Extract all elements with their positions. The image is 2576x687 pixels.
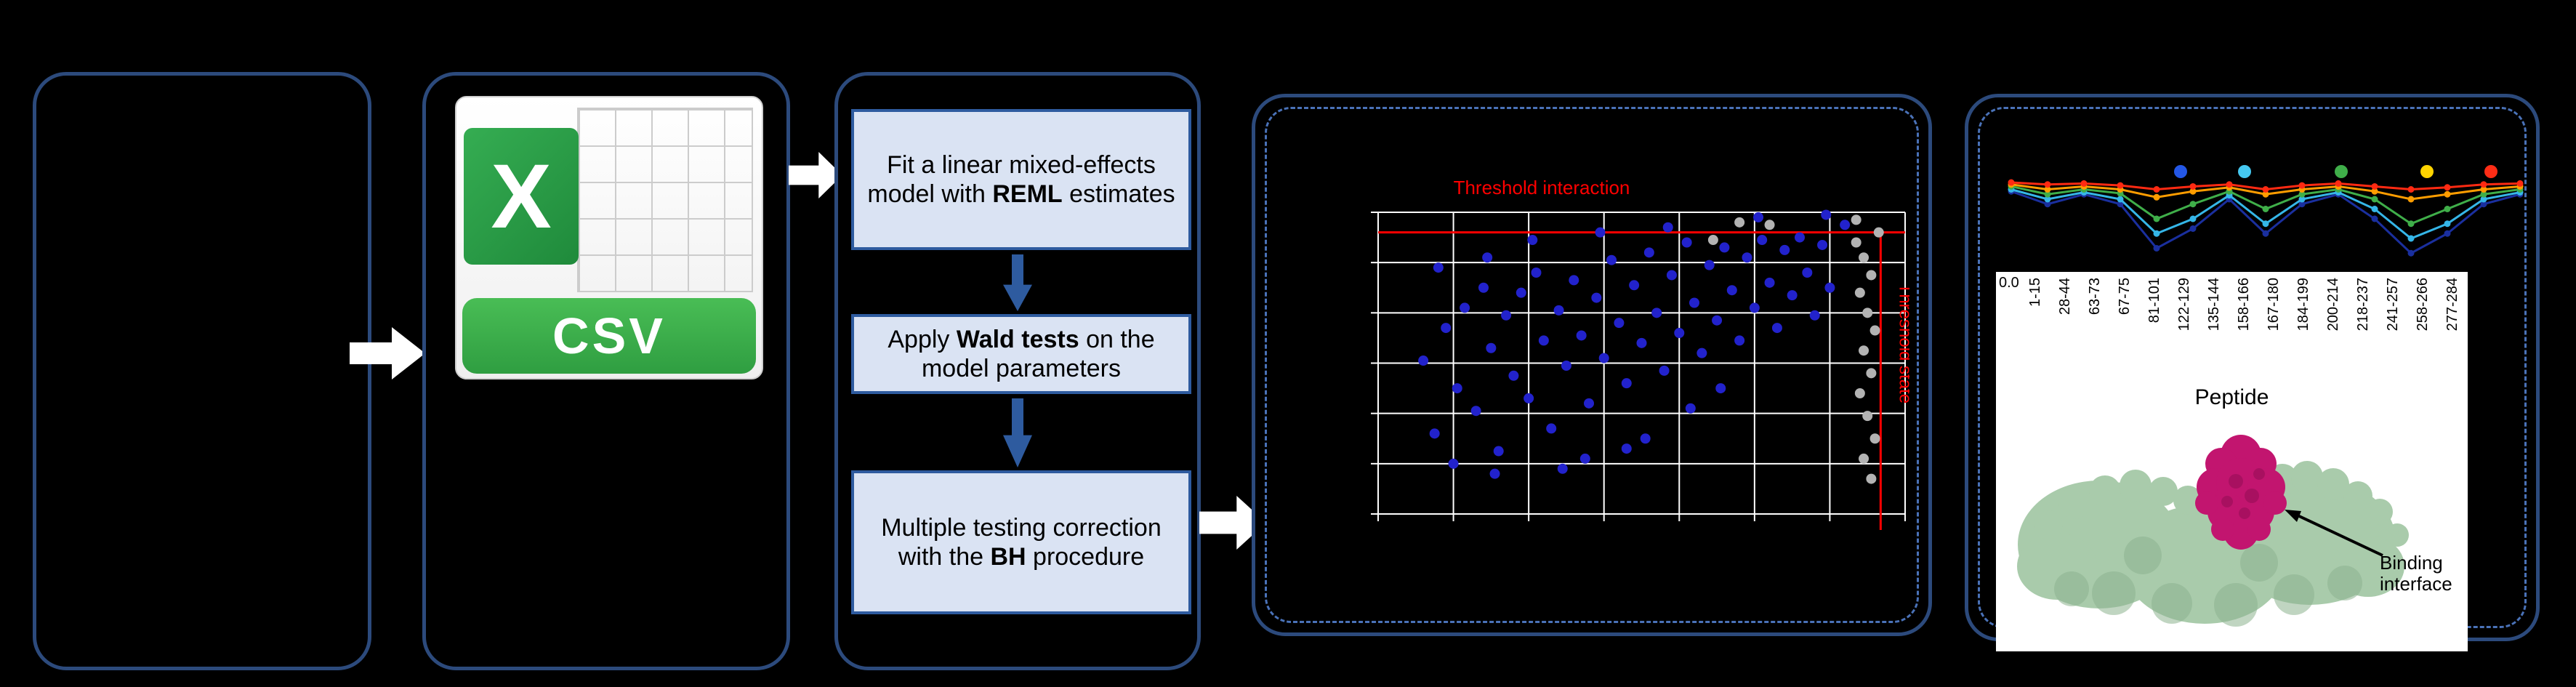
x-axis-title: Peptide [2194,385,2269,409]
flow-arrow-right-icon [350,327,425,379]
peptide-tick-label: 63-73 [2086,278,2103,316]
peptide-tick-label: 1-15 [2026,278,2043,308]
step-text-bold: BH [990,543,1026,571]
svg-text:Threshold state: Threshold state [1895,284,1909,403]
step-reml-model: Fit a linear mixed-effects model with RE… [851,109,1191,250]
peptide-tick-label: 218-237 [2354,278,2371,332]
step-text: Fit a linear mixed-effects model with [867,150,1156,208]
spreadsheet-grid-icon [577,108,753,292]
steps-panel: Fit a linear mixed-effects model with RE… [834,72,1201,670]
protein-structure [2017,435,2409,627]
flow-arrow-down-icon [1003,398,1032,467]
peptide-tick-label: 158-166 [2235,278,2252,332]
flow-arrow-down-icon [1003,254,1032,311]
peptide-tick-label: 81-101 [2146,278,2162,324]
peptide-tick-labels: 1-15 28-44 63-73 67-75 81-101 122-129 135-144 1… [2020,278,2467,390]
step-wald-tests: Apply Wald tests on the model parameters [851,314,1191,394]
csv-panel: X CSV [422,72,790,670]
y-axis-tick-label: 0.0 [1999,275,2019,291]
flow-arrow-right-icon [789,152,842,198]
flow-arrow-right-icon [1199,496,1266,550]
peptide-tick-label: 67-75 [2116,278,2133,316]
excel-x-logo-icon: X [464,128,579,265]
peptide-tick-label: 122-129 [2175,278,2192,332]
step-text: estimates [1062,180,1175,208]
csv-file-icon: X CSV [455,96,763,379]
step-text: on the model parameters [921,325,1155,382]
step-text-bold: REML [992,180,1063,208]
uptake-line-chart [2008,165,2524,257]
binding-patch-shade [2221,468,2265,519]
peptide-tick-label: 135-144 [2205,278,2222,332]
step-text: Multiple testing correction with the [881,513,1162,571]
peptide-tick-label: 184-199 [2295,278,2311,332]
binding-interface-label: Binding interface [2380,552,2452,595]
peptide-axis-panel: 0.0 1-15 28-44 63-73 67-75 81-101 122-129 135-… [1996,272,2468,651]
volcano-plot: Threshold interaction Threshold state [1371,177,1909,530]
step-text: procedure [1026,543,1145,571]
protein-surface-shade [2054,537,2362,627]
step-text-bold: Wald tests [956,325,1079,353]
peptide-tick-label: 167-180 [2265,278,2282,332]
svg-text:Threshold interaction: Threshold interaction [1454,177,1630,198]
results-panel: 0.0 1-15 28-44 63-73 67-75 81-101 122-129 135-… [1965,94,2540,651]
binding-arrow-icon [2285,510,2383,557]
step-text: Apply [887,325,957,353]
csv-banner-label: CSV [462,298,756,374]
volcano-panel: Threshold interaction Threshold state [1252,94,1932,636]
peptide-tick-label: 277-284 [2444,278,2460,332]
step-bh-correction: Multiple testing correction with the BH … [851,470,1191,614]
peptide-tick-label: 258-266 [2414,278,2431,332]
peptide-tick-label: 241-257 [2384,278,2401,332]
input-panel [33,72,371,670]
peptide-tick-label: 28-44 [2056,278,2073,316]
peptide-tick-label: 200-214 [2325,278,2341,332]
